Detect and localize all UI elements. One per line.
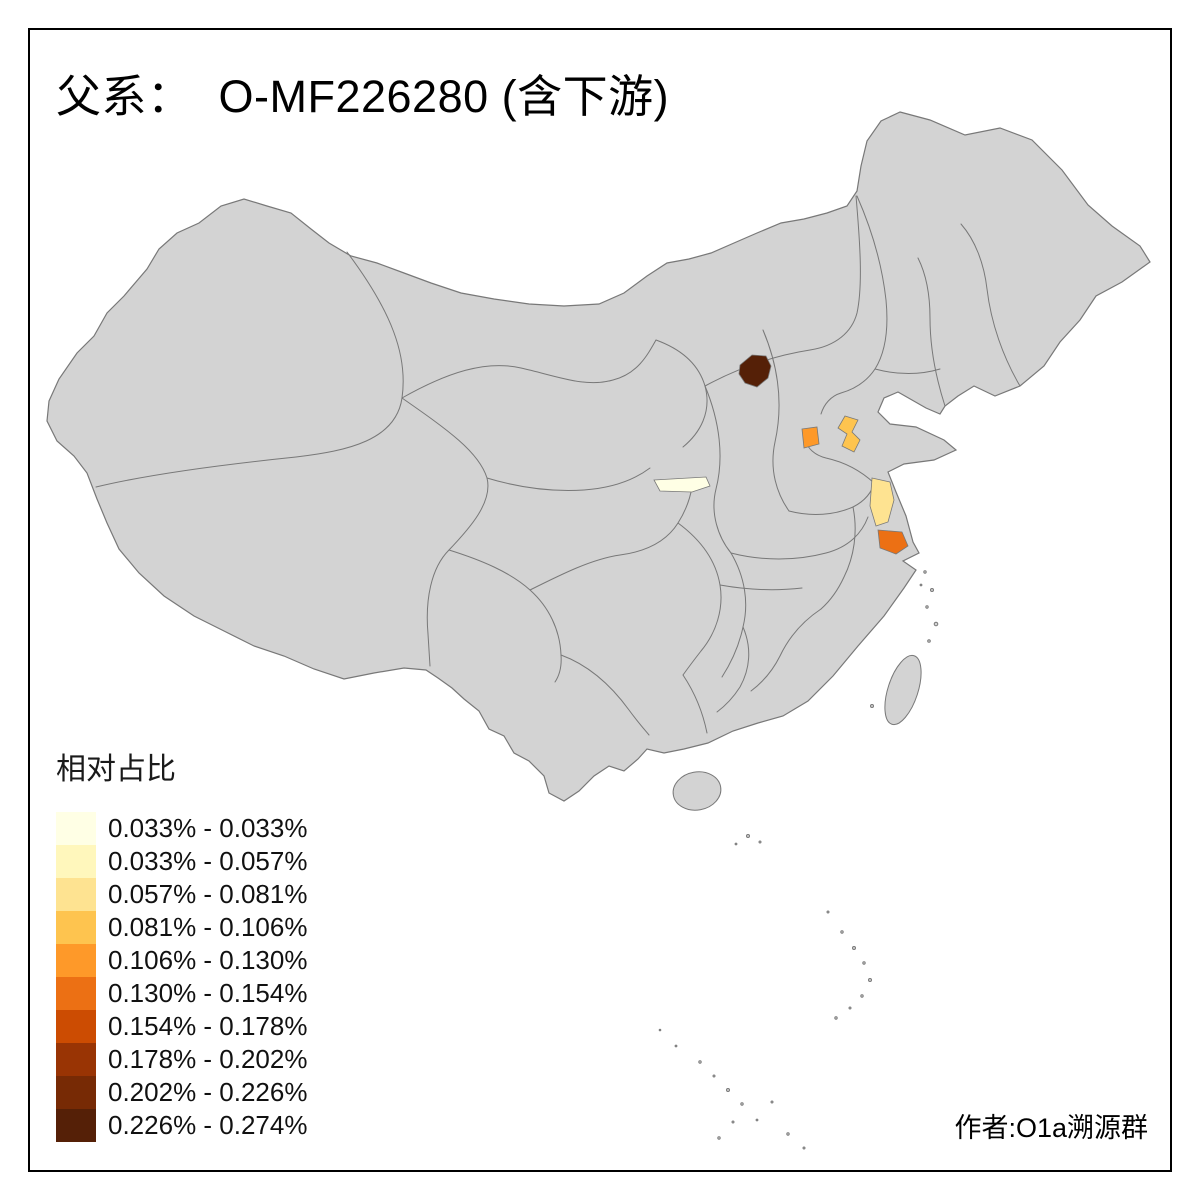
highlight-east-coast-orange xyxy=(877,529,909,555)
legend-label: 0.154% - 0.178% xyxy=(108,1011,308,1041)
legend-label: 0.057% - 0.081% xyxy=(108,879,308,909)
legend-label: 0.033% - 0.057% xyxy=(108,846,308,876)
province-borders xyxy=(95,195,1021,736)
highlight-shandong-squiggle xyxy=(837,415,861,453)
legend-swatch xyxy=(56,812,96,845)
legend-label: 0.178% - 0.202% xyxy=(108,1044,308,1074)
legend-swatch xyxy=(56,944,96,977)
legend-swatch xyxy=(56,1010,96,1043)
highlight-north-dark-region xyxy=(738,354,772,388)
mainland-outline xyxy=(46,111,1151,802)
legend-item: 0.033% - 0.033% xyxy=(56,812,307,845)
taiwan-island xyxy=(884,654,922,726)
legend-label: 0.081% - 0.106% xyxy=(108,912,308,942)
legend-swatch xyxy=(56,977,96,1010)
legend-swatch xyxy=(56,1043,96,1076)
author-credit: 作者:O1a溯源群 xyxy=(954,1113,1148,1143)
highlight-central-plain-square xyxy=(801,426,820,449)
highlight-central-elongated-cream xyxy=(653,476,711,493)
legend-swatch xyxy=(56,1076,96,1109)
highlight-east-coast-pale xyxy=(869,477,895,527)
legend-item: 0.081% - 0.106% xyxy=(56,911,307,944)
legend-item: 0.226% - 0.274% xyxy=(56,1109,307,1142)
legend-swatch xyxy=(56,911,96,944)
legend-item: 0.202% - 0.226% xyxy=(56,1076,307,1109)
legend-item: 0.178% - 0.202% xyxy=(56,1043,307,1076)
minor-islands xyxy=(658,570,939,1150)
legend-swatch xyxy=(56,845,96,878)
land-regions xyxy=(46,111,1151,1150)
legend-label: 0.226% - 0.274% xyxy=(108,1110,308,1140)
legend-item: 0.057% - 0.081% xyxy=(56,878,307,911)
hainan-island xyxy=(672,771,722,811)
highlighted-regions xyxy=(653,354,909,555)
legend-item: 0.130% - 0.154% xyxy=(56,977,307,1010)
legend-item: 0.154% - 0.178% xyxy=(56,1010,307,1043)
legend-item: 0.106% - 0.130% xyxy=(56,944,307,977)
figure-title: 父系： O-MF226280 (含下游) xyxy=(56,71,670,122)
legend-label: 0.130% - 0.154% xyxy=(108,978,308,1008)
legend-title: 相对占比 xyxy=(56,753,176,786)
legend-label: 0.033% - 0.033% xyxy=(108,813,308,843)
legend-label: 0.202% - 0.226% xyxy=(108,1077,308,1107)
legend-item: 0.033% - 0.057% xyxy=(56,845,307,878)
legend-swatch xyxy=(56,878,96,911)
legend-swatch xyxy=(56,1109,96,1142)
legend-label: 0.106% - 0.130% xyxy=(108,945,308,975)
legend: 相对占比 0.033% - 0.033% 0.033% - 0.057% 0.0… xyxy=(56,744,307,1142)
